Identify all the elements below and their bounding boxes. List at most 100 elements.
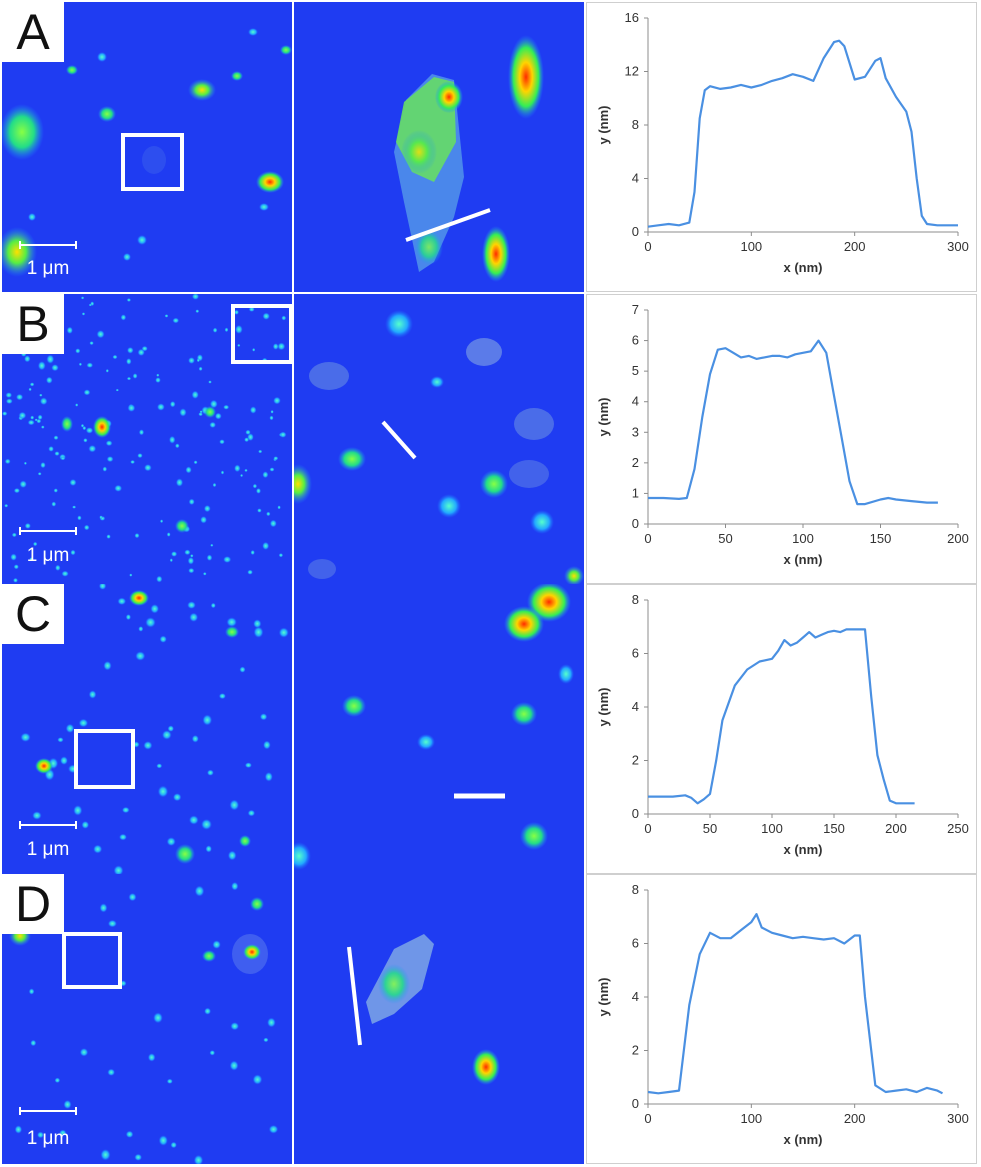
afm-particle — [106, 456, 114, 463]
afm-particle — [32, 811, 42, 820]
afm-particle — [81, 821, 90, 829]
afm-particle — [54, 1077, 61, 1083]
afm-particle — [5, 398, 13, 404]
roi-box-b — [231, 304, 292, 364]
afm-particle — [256, 488, 261, 494]
afm-particle — [212, 940, 221, 949]
afm-particle — [170, 1141, 177, 1149]
afm-particle — [69, 479, 77, 486]
scale-bar-label-a: 1 μm — [27, 258, 70, 279]
afm-particle — [203, 505, 211, 513]
afm-particle — [128, 893, 137, 902]
afm-particle — [253, 619, 262, 629]
afm-particle — [229, 799, 240, 811]
x-tick-label: 150 — [823, 821, 845, 836]
afm-particle — [188, 567, 195, 574]
afm-particle — [169, 558, 173, 563]
afm-particle — [85, 427, 94, 434]
afm-particle — [268, 1125, 279, 1134]
afm-particle — [60, 756, 68, 765]
y-tick-label: 4 — [632, 989, 639, 1004]
afm-particle — [269, 415, 274, 421]
y-tick-label: 6 — [632, 333, 639, 348]
afm-particle — [244, 762, 252, 768]
afm-particle — [88, 303, 92, 307]
afm-particle — [143, 741, 153, 750]
afm-particle — [258, 449, 263, 454]
afm-particle — [53, 435, 59, 440]
afm-particle — [169, 401, 176, 408]
panel-row-c: 1 μm C 0 2 4 6 8 0 50 100 150 200 250 x (nm) y (nm) — [0, 584, 981, 874]
afm-particle — [229, 1060, 239, 1071]
x-tick-label: 0 — [644, 531, 651, 546]
y-tick-label: 0 — [632, 224, 639, 239]
x-tick-label: 0 — [644, 821, 651, 836]
afm-particle — [145, 617, 156, 628]
y-tick-label: 4 — [632, 394, 639, 409]
afm-particle — [230, 1022, 239, 1031]
x-tick-label: 300 — [947, 239, 969, 254]
y-tick-label: 2 — [632, 753, 639, 768]
afm-particle — [129, 573, 133, 577]
afm-particle — [239, 666, 246, 673]
afm-particle — [127, 347, 134, 354]
afm-particle — [214, 412, 222, 420]
afm-particle — [80, 296, 85, 300]
afm-particle — [252, 483, 258, 489]
afm-particle — [29, 557, 34, 561]
afm-particle — [37, 361, 46, 371]
afm-particle — [13, 564, 19, 570]
afm-particle — [267, 1017, 276, 1028]
afm-particle — [171, 551, 178, 557]
afm-particle — [262, 312, 270, 320]
y-tick-label: 4 — [632, 699, 639, 714]
afm-particle — [172, 317, 180, 324]
afm-particle — [126, 358, 132, 365]
y-tick-label: 4 — [632, 171, 639, 186]
afm-particle — [11, 532, 17, 538]
afm-particle — [29, 382, 35, 387]
afm-particle — [166, 532, 171, 537]
y-tick-label: 12 — [625, 64, 639, 79]
afm-particle — [18, 411, 27, 420]
afm-particle — [269, 519, 277, 528]
y-tick-label: 2 — [632, 1043, 639, 1058]
profile-chart-svg-b: 0 1 2 3 4 5 6 7 0 50 100 150 200 x (nm) y (nm) — [586, 294, 977, 584]
afm-particle — [78, 718, 89, 728]
afm-zoom-d — [294, 874, 584, 1164]
afm-particle — [264, 772, 273, 782]
afm-particle — [263, 1037, 269, 1043]
afm-particle — [159, 635, 167, 643]
afm-particle — [210, 543, 214, 547]
afm-particle — [82, 426, 87, 431]
profile-chart-svg-d: 0 2 4 6 8 0 100 200 300 x (nm) y (nm) — [586, 874, 977, 1164]
afm-particle — [223, 404, 230, 410]
afm-particle — [83, 524, 90, 531]
profile-chart-svg-c: 0 2 4 6 8 0 50 100 150 200 250 x (nm) y (nm) — [586, 584, 977, 874]
afm-particle — [53, 488, 58, 493]
afm-particle — [24, 522, 31, 529]
afm-overview-a: 1 μm A — [2, 2, 292, 292]
x-axis-label: x (nm) — [784, 1132, 823, 1147]
afm-particle — [175, 478, 184, 487]
afm-particle — [27, 419, 35, 426]
afm-particle — [156, 575, 163, 583]
afm-particle — [269, 467, 275, 472]
afm-particle — [157, 403, 165, 411]
x-tick-label: 200 — [947, 531, 969, 546]
afm-particle — [46, 376, 53, 384]
afm-particle — [204, 1007, 212, 1015]
x-tick-label: 250 — [947, 821, 969, 836]
panel-label-b: B — [2, 294, 64, 354]
scale-bar-label-d: 1 μm — [27, 1128, 70, 1149]
afm-particle — [72, 505, 77, 509]
afm-particle — [218, 693, 226, 700]
y-tick-label: 6 — [632, 936, 639, 951]
afm-particle — [273, 456, 279, 461]
afm-particle — [28, 988, 35, 995]
y-axis-label: y (nm) — [596, 978, 611, 1017]
y-tick-label: 7 — [632, 302, 639, 317]
afm-particle — [205, 845, 212, 853]
afm-particle — [24, 355, 31, 363]
afm-particle — [234, 309, 239, 315]
